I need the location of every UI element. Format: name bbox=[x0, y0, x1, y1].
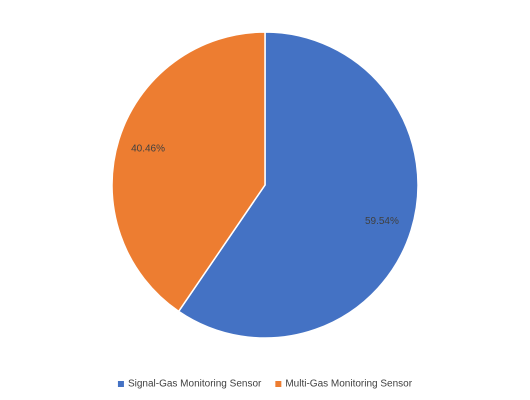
data-label: 59.54% bbox=[365, 216, 399, 227]
legend-label: Signal-Gas Monitoring Sensor bbox=[128, 379, 262, 390]
legend-swatch bbox=[275, 381, 282, 387]
pie-slice bbox=[111, 31, 266, 313]
legend-label: Multi-Gas Monitoring Sensor bbox=[285, 379, 412, 390]
pie-slice bbox=[177, 31, 419, 339]
legend-swatch bbox=[117, 381, 124, 387]
data-label: 40.46% bbox=[131, 144, 165, 155]
